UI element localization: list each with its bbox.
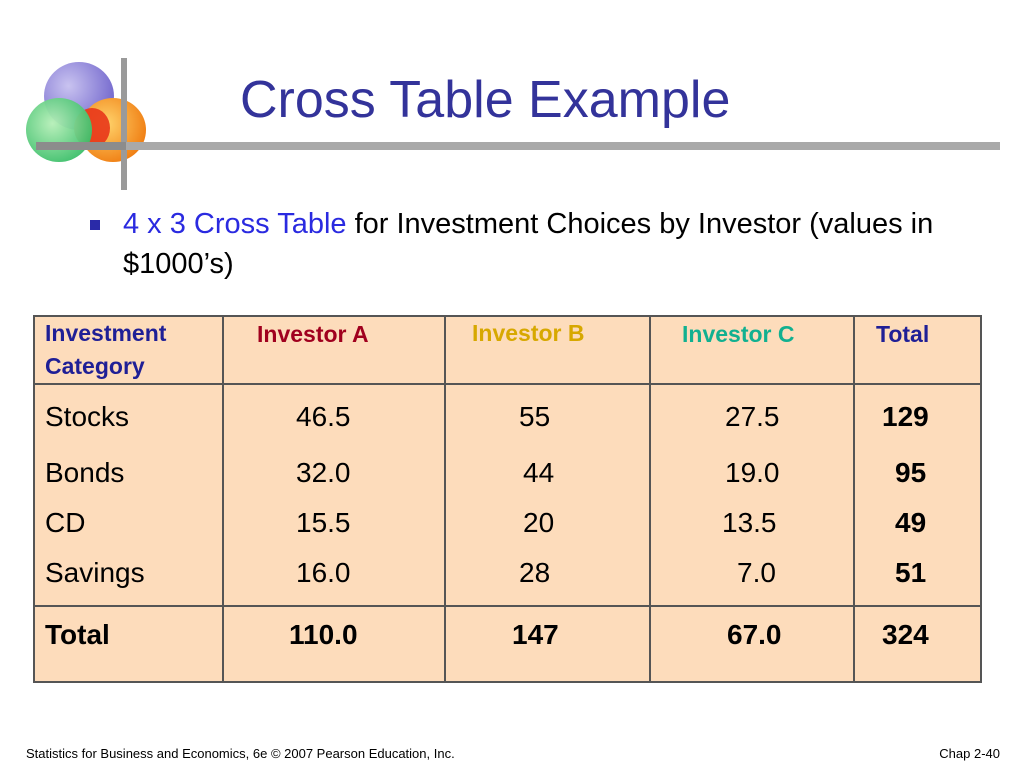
row-stocks-total: 129	[882, 401, 929, 432]
header-category-line2: Category	[45, 353, 145, 379]
green-circle	[26, 98, 92, 162]
col-divider	[853, 317, 855, 681]
totals-c: 67.0	[727, 619, 782, 650]
row-cd-a: 15.5	[296, 507, 351, 538]
header-total: Total	[876, 321, 930, 347]
header-investor-a: Investor A	[257, 321, 369, 347]
cross-table: Investment Category Investor A Investor …	[33, 315, 982, 683]
title-rule-accent	[36, 142, 126, 150]
title-rule	[36, 142, 1000, 150]
slide-title: Cross Table Example	[240, 71, 731, 129]
row-cd-category: CD	[45, 507, 86, 538]
row-bonds-total: 95	[895, 457, 927, 488]
footer-page-number: Chap 2-40	[939, 746, 1000, 761]
header-investor-b: Investor B	[472, 320, 585, 346]
bullet-point: 4 x 3 Cross Table for Investment Choices…	[90, 204, 970, 284]
vertical-rule	[121, 58, 127, 190]
row-savings-total: 51	[895, 557, 927, 588]
row-savings-c: 7.0	[737, 557, 776, 588]
col-divider	[222, 317, 224, 681]
col-divider	[444, 317, 446, 681]
totals-total: 324	[882, 619, 929, 650]
header-category: Investment Category	[45, 317, 166, 383]
row-cd-total: 49	[895, 507, 927, 538]
row-bonds-c: 19.0	[725, 457, 780, 488]
header-investor-c: Investor C	[682, 321, 795, 347]
totals-a: 110.0	[289, 619, 358, 650]
row-bonds-a: 32.0	[296, 457, 351, 488]
row-bonds-category: Bonds	[45, 457, 125, 488]
totals-label: Total	[45, 619, 110, 650]
footer-copyright: Statistics for Business and Economics, 6…	[26, 746, 455, 761]
bullet-highlight: 4 x 3 Cross Table	[123, 208, 347, 240]
row-cd-b: 20	[523, 507, 555, 538]
header-divider	[35, 383, 980, 385]
row-bonds-b: 44	[523, 457, 555, 488]
bullet-square-icon	[90, 220, 100, 230]
row-savings-b: 28	[519, 557, 551, 588]
bullet-rest: for Investment Choices by Investor (valu…	[123, 208, 934, 280]
row-savings-category: Savings	[45, 557, 145, 588]
row-stocks-a: 46.5	[296, 401, 351, 432]
totals-b: 147	[512, 619, 559, 650]
row-stocks-category: Stocks	[45, 401, 130, 432]
header-category-line1: Investment	[45, 320, 167, 346]
row-stocks-c: 27.5	[725, 401, 780, 432]
logo-circles	[22, 58, 152, 168]
row-cd-c: 13.5	[722, 507, 777, 538]
totals-divider	[35, 605, 980, 607]
row-stocks-b: 55	[519, 401, 551, 432]
col-divider	[649, 317, 651, 681]
bullet-text: 4 x 3 Cross Table for Investment Choices…	[123, 204, 970, 284]
row-savings-a: 16.0	[296, 557, 351, 588]
